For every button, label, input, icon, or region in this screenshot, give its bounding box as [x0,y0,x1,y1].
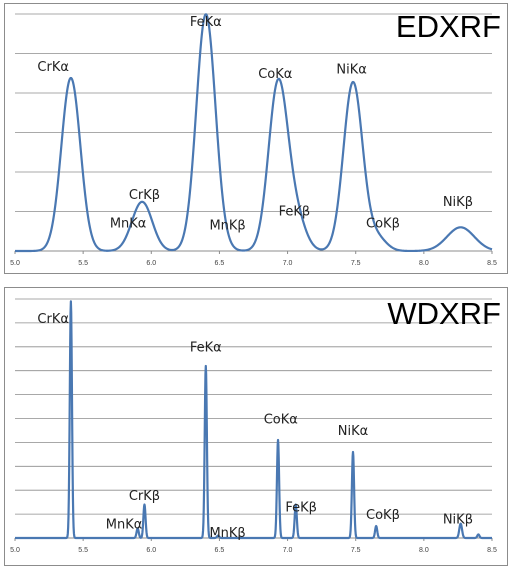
gridlines [15,13,492,212]
peak-label: FeKα [190,341,222,356]
peak-label: MnKβ [209,526,245,541]
edxrf-chart: 5.0 5.5 6.0 6.5 7.0 7.5 8.0 8.5 CrKα CrKβ MnKα FeKα… [10,9,501,267]
x-tick-label: 8.0 [419,260,429,267]
x-tick-label: 7.0 [283,260,293,267]
peak-label: MnKβ [209,219,245,234]
x-tick-label: 8.0 [419,547,429,554]
peak-label: FeKβ [279,204,311,219]
x-tick-label: 5.0 [10,260,20,267]
peak-label: CrKβ [129,188,160,203]
peak-label: CoKβ [366,216,400,231]
x-tick-label: 6.0 [146,260,156,267]
peak-label: NiKα [336,62,366,77]
gridlines [15,298,492,515]
peak-label: CrKα [37,312,69,327]
peak-label: CoKβ [366,508,400,523]
wdxrf-chart: 5.0 5.5 6.0 6.5 7.0 7.5 8.0 8.5 CrKα MnKα CrKβ FeKα… [10,296,501,554]
x-tick-label: 8.5 [487,547,497,554]
x-tick-label: 6.5 [215,260,225,267]
peak-label: MnKα [106,517,143,532]
edxrf-chart-panel: 5.0 5.5 6.0 6.5 7.0 7.5 8.0 8.5 CrKα CrKβ MnKα FeKα… [4,3,508,274]
x-tick-label: 5.5 [78,260,88,267]
chart-title: WDXRF [387,296,501,331]
peak-label: CrKβ [129,489,160,504]
x-tick-label: 7.5 [351,547,361,554]
peak-label: FeKα [190,15,222,30]
wdxrf-chart-panel: 5.0 5.5 6.0 6.5 7.0 7.5 8.0 8.5 CrKα MnKα CrKβ FeKα… [4,287,508,566]
wdxrf-spectrum-line [14,300,493,540]
x-tick-label: 5.5 [78,547,88,554]
peak-label: NiKα [338,424,368,439]
x-tick-label: 7.5 [351,260,361,267]
x-tick-label: 7.0 [283,547,293,554]
peak-label: CoKα [258,67,292,82]
x-tick-label: 5.0 [10,547,20,554]
chart-title: EDXRF [396,9,501,44]
peak-label: NiKβ [443,195,473,210]
peak-label: MnKα [110,216,147,231]
peak-label: CrKα [37,60,69,75]
x-tick-label: 6.5 [215,547,225,554]
edxrf-spectrum-line [14,13,493,253]
peak-label: FeKβ [285,501,317,516]
x-tick-label: 8.5 [487,260,497,267]
peak-label: NiKβ [443,513,473,528]
x-tick-label: 6.0 [146,547,156,554]
peak-label: CoKα [264,412,298,427]
